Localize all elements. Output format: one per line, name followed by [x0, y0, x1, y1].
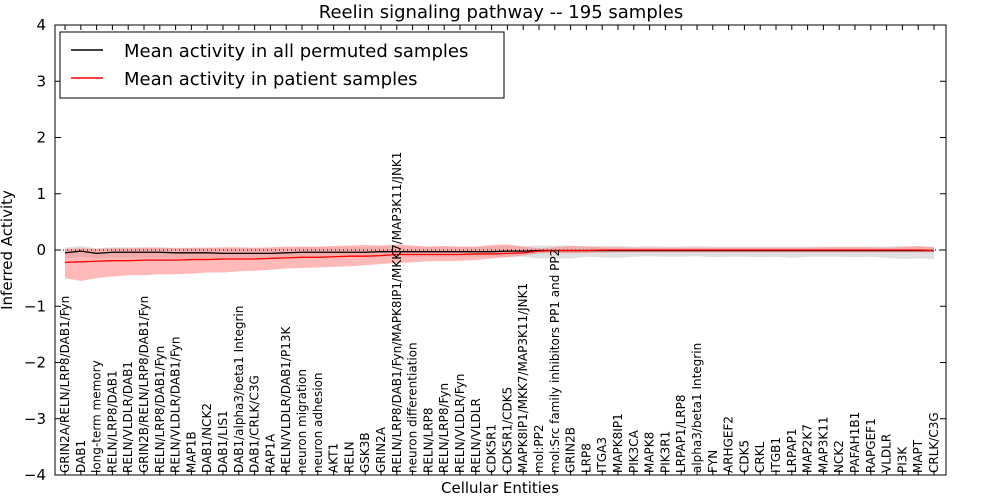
- x-tick-label: CDK5R1/CDK5: [500, 387, 514, 473]
- plot-area: [54, 24, 947, 476]
- x-tick-label: CDK5R1: [485, 424, 499, 473]
- x-tick-label: DAB1/NCK2: [200, 403, 214, 473]
- x-tick-label: CRKL: [753, 441, 767, 473]
- x-axis: GRIN2A/RELN/LRP8/DAB1/Fyn DAB1 long-term m…: [58, 25, 941, 475]
- y-tick-label: −4: [24, 466, 46, 484]
- legend: Mean activity in all permuted samples Me…: [59, 31, 505, 99]
- x-tick-label: CRLK/C3G: [927, 412, 941, 473]
- x-tick-label: DAB1/CRLK/C3G: [248, 375, 262, 473]
- x-tick-label: CDK5: [737, 440, 751, 473]
- x-tick-label: MAPK8IP1/MKK7/MAP3K11/JNK1: [516, 283, 530, 473]
- x-tick-label: GRIN2B/RELN/LRP8/DAB1/Fyn: [137, 296, 151, 473]
- x-tick-label: VLDLR: [880, 434, 894, 473]
- x-tick-label: LRPAP1: [785, 428, 799, 473]
- y-tick-label: 1: [36, 185, 46, 203]
- x-tick-label: RAPGEF1: [864, 418, 878, 473]
- x-tick-label: PIK3CA: [627, 429, 641, 473]
- x-tick-label: RELN/VLDLR/DAB1: [121, 361, 135, 473]
- x-tick-label: RELN/LRP8/DAB1: [105, 370, 119, 473]
- x-tick-label: mol:PP2: [532, 424, 546, 473]
- x-tick-label: neuron migration: [295, 369, 309, 473]
- x-tick-label: neuron adhesion: [311, 372, 325, 473]
- y-axis-label: Inferred Activity: [0, 190, 16, 310]
- x-tick-label: ITGB1: [769, 437, 783, 473]
- x-tick-label: PIK3R1: [658, 431, 672, 473]
- x-tick-label: RELN/LRP8/Fyn: [437, 383, 451, 473]
- y-tick-label: 0: [36, 241, 46, 259]
- x-tick-label: LRP8: [579, 443, 593, 473]
- x-tick-label: GSK3B: [358, 432, 372, 473]
- x-tick-label: long-term memory: [90, 360, 104, 473]
- x-tick-label: MAPK8: [643, 432, 657, 473]
- x-tick-label: MAP2K7: [801, 424, 815, 473]
- x-tick-label: RELN: [342, 441, 356, 473]
- x-tick-label: MAP3K11: [816, 416, 830, 473]
- x-tick-label: AKT1: [327, 443, 341, 473]
- x-tick-label: PAFAH1B1: [848, 412, 862, 473]
- x-tick-label: FYN: [706, 450, 720, 473]
- x-tick-label: DAB1/LIS1: [216, 410, 230, 473]
- x-tick-label: mol:Src family inhibitors PP1 and PP2: [548, 249, 562, 473]
- x-axis-label: Cellular Entities: [441, 479, 559, 497]
- patient-mean-line: [64, 249, 935, 264]
- legend-label-patient: Mean activity in patient samples: [124, 69, 418, 90]
- x-tick-label: RELN/LRP8/DAB1/Fyn: [153, 346, 167, 473]
- y-tick-label: −1: [24, 297, 46, 315]
- x-tick-label: RELN/LRP8: [421, 407, 435, 473]
- x-tick-label: MAPK8IP1: [611, 413, 625, 473]
- x-tick-label: DAB1: [74, 440, 88, 473]
- x-tick-label: PI3K: [895, 446, 909, 473]
- y-tick-label: −3: [24, 410, 46, 428]
- x-tick-label: RELN/VLDLR: [469, 398, 483, 473]
- x-tick-label: RELN/VLDLR/DAB1/Fyn: [169, 337, 183, 473]
- legend-label-permuted: Mean activity in all permuted samples: [124, 41, 468, 62]
- x-tick-label: LRPAP1/LRP8: [674, 394, 688, 473]
- series-lines: [64, 249, 935, 264]
- y-tick-label: 4: [36, 16, 46, 34]
- x-tick-label: NCK2: [832, 440, 846, 473]
- y-axis: −4 −3 −2 −1 0 1 2 3 4: [24, 16, 946, 484]
- x-tick-label: RAP1A: [263, 433, 277, 473]
- legend-box: [59, 31, 505, 99]
- chart-title: Reelin signaling pathway -- 195 samples: [319, 2, 683, 23]
- x-tick-label: alpha3/beta1 Integrin: [690, 343, 704, 473]
- x-tick-label: ITGA3: [595, 437, 609, 473]
- x-tick-label: RELN/LRP8/DAB1/Fyn/MAPK8IP1/MKK7/MAP3K11…: [390, 152, 404, 473]
- x-tick-label: MAP1B: [184, 431, 198, 473]
- x-tick-label: DAB1/alpha3/beta1 Integrin: [232, 306, 246, 473]
- x-tick-label: neuron differentiation: [406, 342, 420, 473]
- x-tick-label: GRIN2B: [564, 427, 578, 473]
- y-tick-label: 2: [36, 129, 46, 147]
- y-tick-label: 3: [36, 72, 46, 90]
- x-tick-label: GRIN2A: [374, 426, 388, 473]
- x-tick-label: GRIN2A/RELN/LRP8/DAB1/Fyn: [58, 296, 72, 473]
- x-tick-label: RELN/VLDLR/DAB1/P13K: [279, 326, 293, 473]
- x-tick-label: MAPT: [911, 439, 925, 473]
- x-tick-label: RELN/VLDLR/Fyn: [453, 374, 467, 473]
- y-tick-label: −2: [24, 354, 46, 372]
- x-tick-label: ARHGEF2: [722, 416, 736, 473]
